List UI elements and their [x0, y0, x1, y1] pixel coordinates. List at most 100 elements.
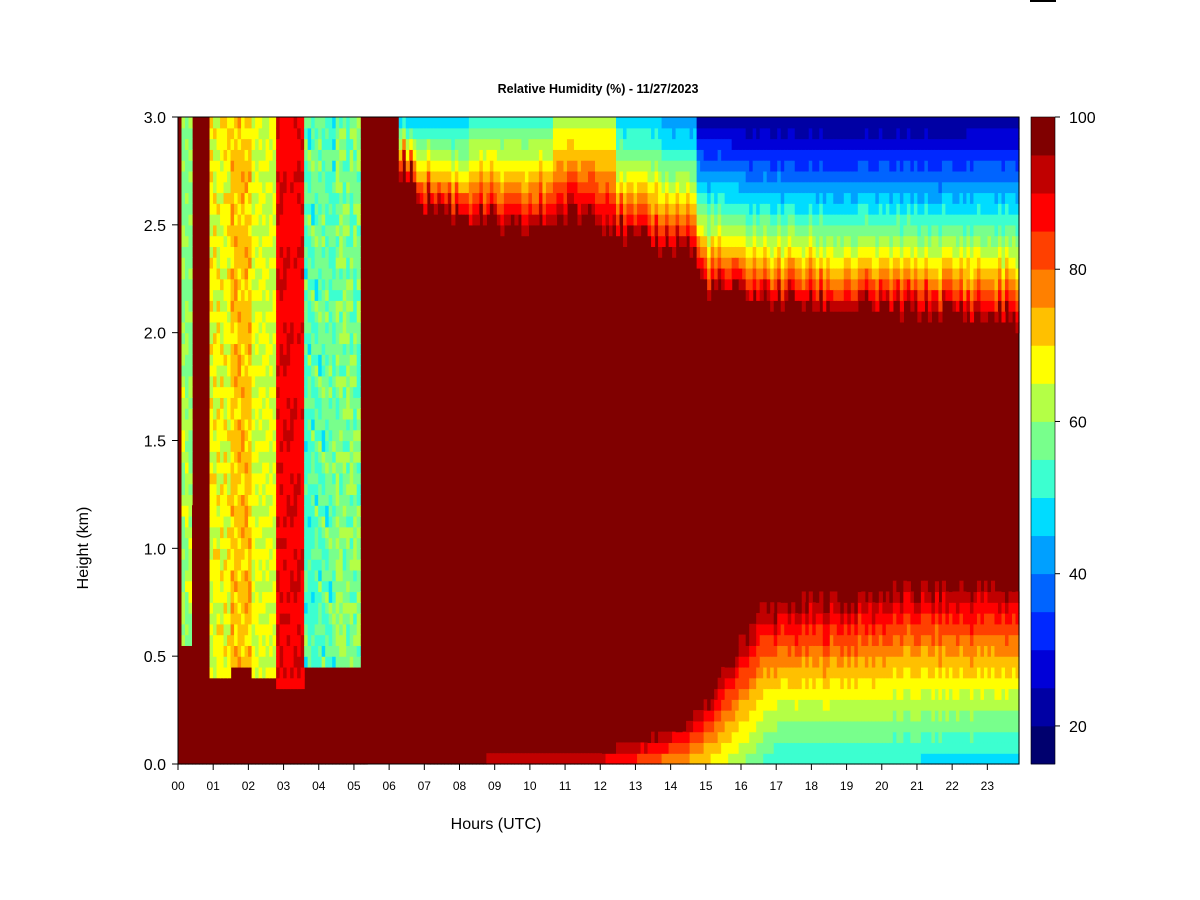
heatmap-cell	[549, 160, 554, 172]
heatmap-cell	[833, 117, 838, 129]
heatmap-cell	[700, 117, 705, 129]
heatmap-cell	[262, 731, 267, 744]
heatmap-cell	[311, 462, 316, 474]
heatmap-cell	[223, 181, 228, 194]
heatmap-cell	[759, 246, 764, 258]
heatmap-cell	[230, 494, 235, 506]
heatmap-cell	[486, 192, 491, 204]
heatmap-cell	[847, 710, 852, 722]
heatmap-cell	[241, 257, 246, 269]
heatmap-cell	[850, 214, 855, 226]
heatmap-cell	[262, 505, 267, 517]
heatmap-cell	[286, 720, 291, 733]
heatmap-cell	[791, 699, 796, 711]
heatmap-cell	[332, 365, 337, 377]
heatmap-cell	[185, 569, 190, 582]
heatmap-cell	[738, 720, 743, 733]
heatmap-cell	[283, 742, 288, 754]
heatmap-cell	[216, 311, 221, 323]
heatmap-cell	[714, 688, 719, 700]
heatmap-cell	[843, 224, 848, 237]
heatmap-cell	[195, 666, 200, 679]
heatmap-cell	[791, 160, 796, 172]
heatmap-cell	[181, 580, 186, 593]
heatmap-cell	[265, 526, 270, 539]
heatmap-cell	[416, 117, 421, 129]
heatmap-cell	[332, 246, 337, 258]
heatmap-cell	[265, 666, 270, 679]
heatmap-cell	[735, 699, 740, 711]
heatmap-cell	[328, 278, 333, 291]
heatmap-cell	[819, 214, 824, 226]
heatmap-cell	[202, 666, 207, 679]
heatmap-cell	[759, 731, 764, 744]
heatmap-cell	[619, 181, 624, 194]
heatmap-cell	[311, 408, 316, 420]
heatmap-cell	[213, 181, 218, 194]
heatmap-cell	[321, 526, 326, 539]
heatmap-cell	[419, 160, 424, 172]
heatmap-cell	[749, 742, 754, 754]
heatmap-cell	[269, 656, 274, 668]
heatmap-cell	[328, 397, 333, 409]
heatmap-cell	[318, 720, 323, 733]
heatmap-cell	[325, 591, 330, 603]
heatmap-cell	[227, 181, 232, 194]
heatmap-cell	[227, 117, 232, 129]
heatmap-cell	[654, 224, 659, 237]
heatmap-cell	[290, 580, 295, 593]
heatmap-cell	[749, 688, 754, 700]
heatmap-cell	[234, 408, 239, 420]
heatmap-cell	[325, 354, 330, 366]
heatmap-cell	[279, 418, 284, 431]
heatmap-cell	[314, 343, 319, 355]
heatmap-cell	[801, 623, 806, 636]
heatmap-cell	[752, 753, 757, 765]
heatmap-cell	[745, 753, 750, 765]
heatmap-cell	[213, 127, 218, 140]
heatmap-cell	[850, 753, 855, 765]
heatmap-cell	[787, 246, 792, 258]
heatmap-cell	[258, 720, 263, 733]
heatmap-cell	[784, 127, 789, 140]
heatmap-cell	[269, 214, 274, 226]
heatmap-cell	[595, 149, 600, 161]
heatmap-cell	[822, 666, 827, 679]
heatmap-cell	[276, 634, 281, 646]
heatmap-cell	[847, 278, 852, 291]
heatmap-cell	[300, 569, 305, 582]
heatmap-cell	[752, 278, 757, 291]
heatmap-cell	[321, 127, 326, 140]
heatmap-cell	[328, 354, 333, 366]
heatmap-cell	[531, 149, 537, 161]
heatmap-cell	[300, 289, 305, 301]
heatmap-cell	[269, 462, 274, 474]
heatmap-cell	[535, 203, 540, 215]
heatmap-cell	[689, 246, 694, 258]
heatmap-cell	[665, 170, 670, 183]
heatmap-cell	[735, 224, 740, 237]
heatmap-cell	[255, 602, 260, 614]
heatmap-cell	[223, 375, 228, 388]
heatmap-cell	[265, 418, 270, 431]
heatmap-cell	[696, 117, 701, 129]
heatmap-cell	[223, 440, 228, 452]
heatmap-cell	[843, 235, 848, 247]
heatmap-cell	[651, 138, 656, 150]
heatmap-cell	[353, 623, 358, 636]
heatmap-cell	[185, 235, 190, 247]
heatmap-cell	[188, 397, 193, 409]
heatmap-cell	[314, 321, 319, 334]
heatmap-cell	[185, 559, 190, 571]
heatmap-cell	[707, 214, 712, 226]
heatmap-cell	[819, 656, 824, 668]
heatmap-cell	[559, 160, 565, 172]
heatmap-cell	[826, 634, 831, 646]
heatmap-cell	[272, 117, 277, 129]
heatmap-cell	[419, 127, 424, 140]
heatmap-cell	[514, 149, 519, 161]
heatmap-cell	[332, 149, 337, 161]
heatmap-cell	[241, 181, 246, 194]
heatmap-cell	[325, 613, 330, 625]
heatmap-cell	[623, 127, 628, 140]
